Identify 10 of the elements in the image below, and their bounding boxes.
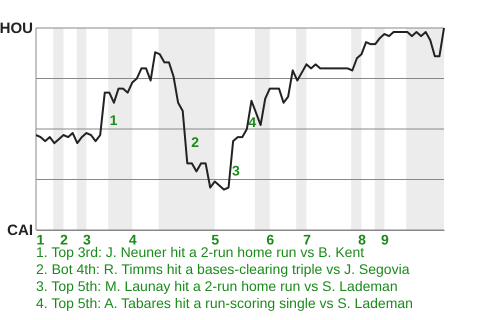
text: HOU <box>0 20 33 37</box>
text: 3. Top 5th: M. Launay hit a 2-run home run vs S. Lademan <box>36 278 399 295</box>
text: 4. Top 5th: A. Tabares hit a run-scoring single vs S. Lademan <box>36 295 413 312</box>
annotation: 3 <box>232 162 240 178</box>
text: CAI <box>7 222 33 239</box>
x-tick-label: 9 <box>381 232 390 248</box>
annotation: 1 <box>110 112 118 128</box>
text: 2. Bot 4th: R. Timms hit a bases-clearing triple vs J. Segovia <box>36 261 410 278</box>
annotation: 2 <box>191 134 200 150</box>
annotation: 4 <box>248 114 256 130</box>
